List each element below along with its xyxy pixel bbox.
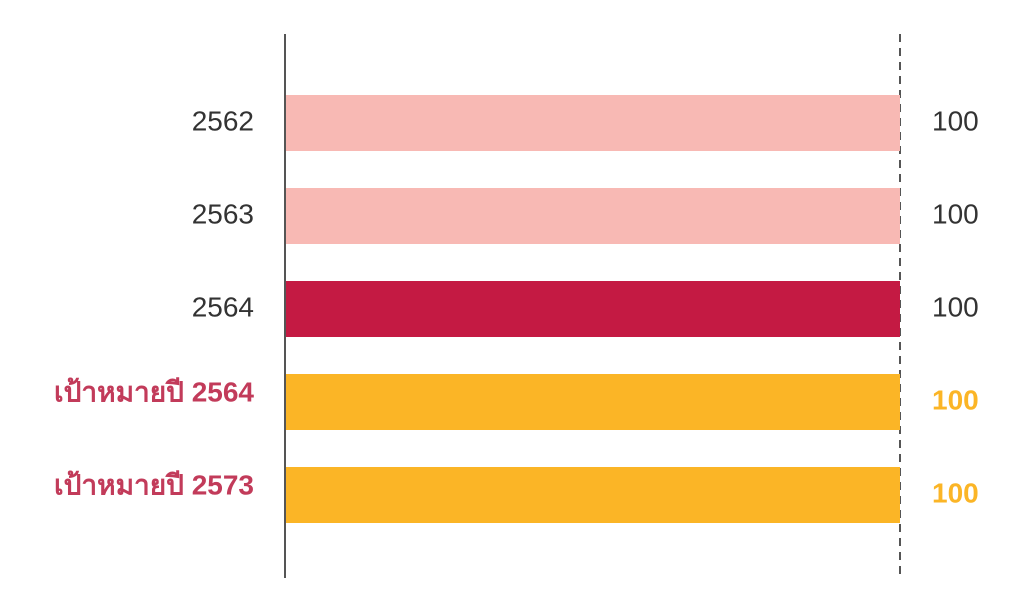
bar-2 <box>286 188 900 244</box>
value-label-1: 100 <box>932 105 979 136</box>
category-label-1: 2562 <box>192 105 254 136</box>
category-label-4: เป้าหมายปี 2564 <box>54 376 254 407</box>
value-label-3: 100 <box>932 291 979 322</box>
bar-5 <box>286 467 900 523</box>
category-label-2: 2563 <box>192 198 254 229</box>
bar-4 <box>286 374 900 430</box>
bar-1 <box>286 95 900 151</box>
bar-3 <box>286 281 900 337</box>
category-label-5: เป้าหมายปี 2573 <box>54 469 254 500</box>
value-labels-group: 100 100 100 100 100 <box>932 105 979 508</box>
category-labels-group: 2562 2563 2564 เป้าหมายปี 2564 เป้าหมายปี 25… <box>54 105 254 500</box>
bars-group <box>286 95 900 523</box>
value-label-2: 100 <box>932 198 979 229</box>
value-label-4: 100 <box>932 384 979 415</box>
category-label-3: 2564 <box>192 291 254 322</box>
value-label-5: 100 <box>932 477 979 508</box>
